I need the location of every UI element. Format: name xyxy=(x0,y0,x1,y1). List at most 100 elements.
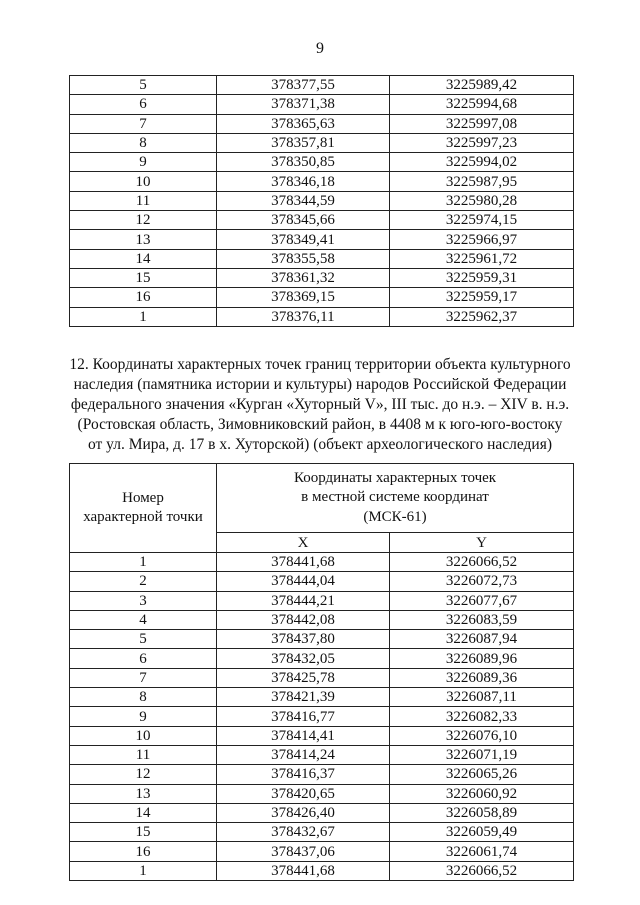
point-number: 7 xyxy=(69,667,217,689)
table-row: 1 378441,68 3226066,52 xyxy=(69,551,575,573)
header-text: Координаты характерных точек xyxy=(293,469,497,486)
table-row: 13 378420,65 3226060,92 xyxy=(69,783,575,804)
table-row: 15 378432,67 3226059,49 xyxy=(69,822,575,843)
table-row: 1 378376,11 3225962,37 xyxy=(69,306,574,327)
table-row: 5 378377,55 3225989,42 xyxy=(69,74,574,96)
point-number: 11 xyxy=(69,190,217,212)
coord-x: 378346,18 xyxy=(216,171,390,192)
coord-y: 3226071,19 xyxy=(388,744,575,766)
coord-y: 3226083,59 xyxy=(388,609,575,631)
heading-line: (Ростовская область, Зимовниковский райо… xyxy=(77,416,563,433)
heading-line: федерального значения «Курган «Хуторный … xyxy=(70,396,570,413)
coord-y: 3225959,17 xyxy=(389,287,574,308)
coord-x: 378426,40 xyxy=(216,802,390,824)
point-number: 12 xyxy=(69,764,217,785)
coord-x: 378349,41 xyxy=(216,229,390,250)
point-number: 6 xyxy=(69,648,217,669)
coord-x: 378344,59 xyxy=(216,190,390,212)
coord-y: 3226066,52 xyxy=(388,551,575,573)
coord-x: 378371,38 xyxy=(216,94,390,115)
table-row: 11 378414,24 3226071,19 xyxy=(69,744,575,766)
point-number: 5 xyxy=(69,629,217,650)
point-number: 14 xyxy=(69,248,217,269)
coord-x: 378432,67 xyxy=(216,822,390,843)
table-row: 8 378421,39 3226087,11 xyxy=(69,687,575,708)
coord-x: 378442,08 xyxy=(216,609,390,631)
coord-x: 378421,39 xyxy=(216,687,390,708)
point-number: 11 xyxy=(69,744,217,766)
coord-y: 3226087,94 xyxy=(388,629,575,650)
coord-y: 3226066,52 xyxy=(388,860,575,882)
coord-x: 378414,41 xyxy=(216,725,390,746)
heading-line: наследия (памятника истории и культуры) … xyxy=(73,376,567,393)
table-row: 8 378357,81 3225997,23 xyxy=(69,132,574,154)
point-number: 1 xyxy=(69,306,217,327)
coord-x: 378437,06 xyxy=(216,841,390,862)
coord-y: 3226089,36 xyxy=(388,667,575,689)
coord-x: 378441,68 xyxy=(216,551,390,573)
point-number: 1 xyxy=(69,551,217,573)
coord-x: 378350,85 xyxy=(216,152,390,173)
point-number: 7 xyxy=(69,113,217,134)
coord-x: 378416,77 xyxy=(216,706,390,727)
header-coordinates: Координаты характерных точек в местной с… xyxy=(215,462,575,534)
coord-x: 378361,32 xyxy=(216,267,390,289)
coord-y: 3225994,02 xyxy=(389,152,574,173)
point-number: 3 xyxy=(69,590,217,611)
table-row: 4 378442,08 3226083,59 xyxy=(69,609,575,631)
coord-y: 3225961,72 xyxy=(389,248,574,269)
coord-x: 378365,63 xyxy=(216,113,390,134)
coord-x: 378416,37 xyxy=(216,764,390,785)
table-row: 10 378346,18 3225987,95 xyxy=(69,171,574,192)
coord-x: 378420,65 xyxy=(216,783,390,804)
header-x: X xyxy=(216,532,390,553)
coord-y: 3225974,15 xyxy=(389,210,574,231)
point-number: 15 xyxy=(69,822,217,843)
point-number: 13 xyxy=(69,229,217,250)
table-row: 16 378369,15 3225959,17 xyxy=(69,287,574,308)
heading-line: 12. Координаты характерных точек границ … xyxy=(69,356,571,373)
table-row: 9 378350,85 3225994,02 xyxy=(69,152,574,173)
coord-x: 378376,11 xyxy=(216,306,390,327)
header-text: характерной точки xyxy=(83,509,203,525)
coord-y: 3226089,96 xyxy=(388,648,575,669)
table-row: 9 378416,77 3226082,33 xyxy=(69,706,575,727)
header-text: (МСК-61) xyxy=(363,508,427,525)
table-row: 11 378344,59 3225980,28 xyxy=(69,190,574,212)
coord-x: 378357,81 xyxy=(216,132,390,154)
point-number: 1 xyxy=(69,860,217,882)
coord-y: 3226060,92 xyxy=(388,783,575,804)
coord-y: 3225966,97 xyxy=(389,229,574,250)
point-number: 8 xyxy=(69,132,217,154)
header-text: Номер xyxy=(122,489,164,506)
coord-y: 3226059,49 xyxy=(388,822,575,843)
point-number: 15 xyxy=(69,267,217,289)
coord-y: 3226076,10 xyxy=(388,725,575,746)
heading-line: от ул. Мира, д. 17 в х. Хуторской) (объе… xyxy=(87,436,553,453)
table-row: 2 378444,04 3226072,73 xyxy=(69,571,575,592)
coord-y: 3226058,89 xyxy=(388,802,575,824)
coord-y: 3225987,95 xyxy=(389,171,574,192)
header-point-number: Номер характерной точки xyxy=(69,463,217,553)
table-row: 5 378437,80 3226087,94 xyxy=(69,629,575,650)
coord-y: 3226072,73 xyxy=(388,571,575,592)
coord-x: 378432,05 xyxy=(216,648,390,669)
table-row: 1 378441,68 3226066,52 xyxy=(69,860,575,882)
point-number: 14 xyxy=(69,802,217,824)
point-number: 6 xyxy=(69,94,217,115)
coord-x: 378377,55 xyxy=(216,74,390,96)
table-row: 14 378355,58 3225961,72 xyxy=(69,248,574,269)
table-row: 6 378432,05 3226089,96 xyxy=(69,648,575,669)
point-number: 16 xyxy=(69,287,217,308)
point-number: 4 xyxy=(69,609,217,631)
table-row: 10 378414,41 3226076,10 xyxy=(69,725,575,746)
table-row: 14 378426,40 3226058,89 xyxy=(69,802,575,824)
point-number: 2 xyxy=(69,571,217,592)
coord-x: 378414,24 xyxy=(216,744,390,766)
coord-y: 3225962,37 xyxy=(389,306,574,327)
point-number: 9 xyxy=(69,706,217,727)
table-row: 12 378416,37 3226065,26 xyxy=(69,764,575,785)
coord-x: 378355,58 xyxy=(216,248,390,269)
section-12-heading: 12. Координаты характерных точек границ … xyxy=(40,355,600,455)
